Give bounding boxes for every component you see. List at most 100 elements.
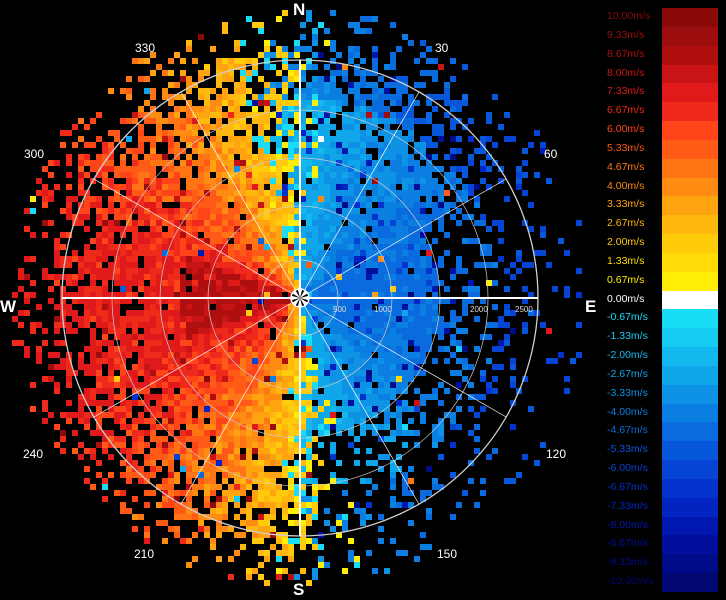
legend-entry: 1.33m/s xyxy=(602,252,726,272)
legend-entry: -5.33m/s xyxy=(602,441,726,461)
legend-label: -5.33m/s xyxy=(607,443,648,456)
legend-swatch xyxy=(662,460,718,479)
azimuth-spoke xyxy=(180,297,301,505)
azimuth-spoke xyxy=(299,91,420,299)
legend-label: -6.67m/s xyxy=(607,480,648,493)
azimuth-label: 30 xyxy=(435,41,449,55)
legend-entry: -9.33m/s xyxy=(602,554,726,574)
azimuth-spokes xyxy=(62,60,538,536)
legend-swatch xyxy=(662,8,718,27)
legend-label: -2.00m/s xyxy=(607,349,648,362)
legend-label: 3.33m/s xyxy=(607,198,645,211)
legend-swatch xyxy=(662,196,718,216)
legend-entry: 7.33m/s xyxy=(602,83,726,103)
azimuth-label: 210 xyxy=(134,547,155,561)
azimuth-spoke xyxy=(180,91,301,299)
legend-label: -1.33m/s xyxy=(607,330,648,343)
legend-swatch xyxy=(662,497,718,517)
legend-label: 9.33m/s xyxy=(607,28,645,41)
legend-label: 0.67m/s xyxy=(607,273,645,286)
azimuth-spoke xyxy=(93,178,301,299)
legend-label: 5.33m/s xyxy=(607,141,645,154)
legend-label: 10.00m/s xyxy=(607,10,651,22)
legend-entry: 9.33m/s xyxy=(602,26,726,46)
compass-south: S xyxy=(293,580,305,599)
legend-swatch xyxy=(662,290,718,310)
legend-entry: 6.67m/s xyxy=(602,102,726,122)
legend-swatch xyxy=(662,384,718,404)
legend-entry: -4.67m/s xyxy=(602,422,726,442)
azimuth-spoke xyxy=(93,297,301,418)
azimuth-label: 60 xyxy=(544,147,558,161)
legend-swatch xyxy=(662,478,718,498)
legend-label: 4.67m/s xyxy=(607,160,645,173)
legend-swatch xyxy=(662,177,718,197)
legend-label: -7.33m/s xyxy=(607,499,648,512)
legend-swatch xyxy=(662,45,718,65)
legend-swatch xyxy=(662,365,718,385)
legend-entry: 8.00m/s xyxy=(602,64,726,84)
legend-label: 2.00m/s xyxy=(607,236,645,249)
legend-entry: -1.33m/s xyxy=(602,328,726,348)
legend-entry: 6.00m/s xyxy=(602,121,726,140)
legend-swatch xyxy=(662,441,718,461)
legend-swatch xyxy=(662,573,718,592)
legend-swatch xyxy=(662,422,718,442)
velocity-color-legend: 10.00m/s 9.33m/s 8.67m/s 8.00m/s 7.33m/s 6.67… xyxy=(602,8,726,592)
legend-swatch xyxy=(662,64,718,84)
legend-swatch xyxy=(662,234,718,253)
legend-entry: -8.67m/s xyxy=(602,535,726,555)
azimuth-label: 330 xyxy=(135,41,156,55)
azimuth-spoke xyxy=(299,297,507,418)
compass-west: W xyxy=(0,297,17,316)
legend-label: 8.67m/s xyxy=(607,47,645,60)
legend-label: -4.00m/s xyxy=(607,405,648,418)
legend-label: 4.00m/s xyxy=(607,179,645,192)
legend-entry: 2.67m/s xyxy=(602,215,726,235)
legend-entry: 10.00m/s xyxy=(602,8,726,27)
legend-entry: 0.00m/s xyxy=(602,290,726,310)
legend-swatch xyxy=(662,347,718,366)
legend-swatch xyxy=(662,309,718,329)
legend-entry: 4.67m/s xyxy=(602,158,726,178)
range-label: 500 xyxy=(333,305,347,314)
azimuth-label: 150 xyxy=(437,547,458,561)
legend-entry: -7.33m/s xyxy=(602,497,726,517)
legend-swatch xyxy=(662,139,718,159)
legend-entry: 3.33m/s xyxy=(602,196,726,216)
legend-entry: -10.00m/s xyxy=(602,573,726,592)
legend-label: -6.00m/s xyxy=(607,462,648,475)
azimuth-spoke xyxy=(299,178,507,299)
legend-entry: -0.67m/s xyxy=(602,309,726,329)
legend-swatch xyxy=(662,516,718,536)
legend-label: 6.00m/s xyxy=(607,123,645,136)
legend-entry: -8.00m/s xyxy=(602,516,726,536)
legend-label: -0.67m/s xyxy=(607,311,648,324)
legend-swatch xyxy=(662,158,718,178)
azimuth-label: 240 xyxy=(23,447,44,461)
legend-entry: 4.00m/s xyxy=(602,177,726,197)
radar-center-icon xyxy=(290,288,310,308)
legend-swatch xyxy=(662,215,718,235)
legend-swatch xyxy=(662,403,718,423)
range-label: 2500 xyxy=(515,305,533,314)
legend-entry: 0.67m/s xyxy=(602,271,726,291)
legend-entry: -2.67m/s xyxy=(602,365,726,385)
legend-swatch xyxy=(662,554,718,574)
legend-entry: -6.00m/s xyxy=(602,460,726,479)
radar-velocity-display xyxy=(12,10,582,586)
legend-label: 0.00m/s xyxy=(607,292,645,305)
legend-entry: -4.00m/s xyxy=(602,403,726,423)
legend-label: -2.67m/s xyxy=(607,367,648,380)
azimuth-spoke xyxy=(299,297,420,505)
legend-swatch xyxy=(662,26,718,46)
range-label: 2000 xyxy=(470,305,488,314)
legend-label: 8.00m/s xyxy=(607,66,645,79)
legend-swatch xyxy=(662,328,718,348)
legend-label: 2.67m/s xyxy=(607,217,645,230)
legend-swatch xyxy=(662,271,718,291)
legend-entry: -6.67m/s xyxy=(602,478,726,498)
legend-label: 7.33m/s xyxy=(607,85,645,98)
legend-entry: -3.33m/s xyxy=(602,384,726,404)
azimuth-label: 120 xyxy=(546,447,567,461)
